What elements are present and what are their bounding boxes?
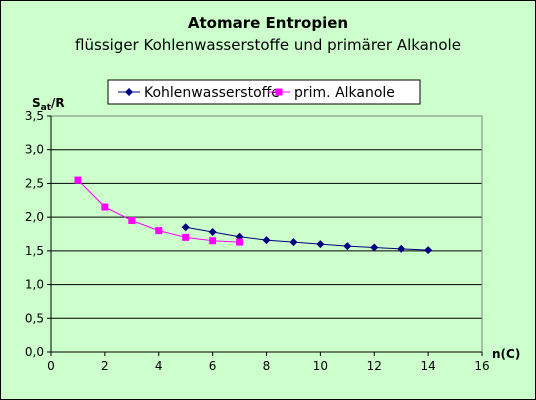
tick-labels: 0,0 0,5 1,0 1,5 2,0 2,5 3,0 3,5 0 2 4 6 8 10 12 14 16 — [25, 109, 490, 373]
chart-subtitle: flüssiger Kohlenwasserstoffe und primäre… — [75, 36, 461, 54]
x-axis-label: n(C) — [492, 347, 520, 361]
legend-label: prim. Alkanole — [294, 85, 395, 101]
legend: Kohlenwasserstoffe prim. Alkanole — [107, 79, 421, 105]
legend-item-kohlenwasserstoffe: Kohlenwasserstoffe — [118, 85, 280, 101]
data-point-kohlenwasserstoffe — [424, 246, 433, 255]
data-point-kohlenwasserstoffe — [343, 242, 352, 251]
y-tick-label: 3,5 — [25, 109, 44, 123]
y-tick-label: 1,5 — [25, 244, 44, 258]
data-point-prim-alkanole — [236, 238, 244, 246]
data-point-prim-alkanole — [74, 176, 82, 184]
data-point-kohlenwasserstoffe — [181, 223, 190, 232]
axes — [47, 115, 483, 356]
data-point-kohlenwasserstoffe — [262, 236, 271, 245]
data-point-kohlenwasserstoffe — [316, 240, 325, 249]
x-tick-label: 8 — [263, 359, 271, 373]
data-point-kohlenwasserstoffe — [289, 238, 298, 247]
x-tick-label: 12 — [367, 359, 382, 373]
x-tick-label: 2 — [101, 359, 109, 373]
data-point-kohlenwasserstoffe — [208, 227, 217, 236]
y-tick-label: 0,5 — [25, 311, 44, 325]
y-tick-label: 2,0 — [25, 210, 44, 224]
legend-box — [107, 79, 421, 105]
y-axis-label: Sat/R — [32, 96, 65, 113]
legend-swatch-marker — [125, 88, 133, 96]
grid-lines — [51, 115, 482, 319]
y-tick-label: 1,0 — [25, 278, 44, 292]
y-tick-label: 2,5 — [25, 176, 44, 190]
legend-label: Kohlenwasserstoffe — [144, 85, 280, 101]
legend-swatch-marker — [275, 88, 283, 96]
series-line-kohlenwasserstoffe — [185, 226, 429, 251]
chart-title: Atomare Entropien — [188, 14, 348, 32]
x-tick-label: 16 — [474, 359, 489, 373]
x-tick-label: 4 — [155, 359, 163, 373]
data-point-prim-alkanole — [155, 227, 163, 235]
y-tick-label: 3,0 — [25, 143, 44, 157]
data-point-prim-alkanole — [182, 233, 190, 241]
data-point-prim-alkanole — [128, 217, 136, 225]
x-tick-label: 6 — [209, 359, 217, 373]
x-tick-label: 0 — [47, 359, 55, 373]
series-layer — [74, 176, 433, 255]
data-point-prim-alkanole — [101, 203, 109, 211]
x-tick-label: 14 — [420, 359, 435, 373]
legend-item-prim-alkanole: prim. Alkanole — [268, 85, 395, 101]
x-tick-label: 10 — [313, 359, 328, 373]
data-point-prim-alkanole — [209, 237, 217, 245]
plot-area — [50, 115, 483, 353]
series-prim-alkanole — [74, 176, 244, 246]
series-kohlenwasserstoffe — [181, 223, 433, 255]
data-point-kohlenwasserstoffe — [397, 244, 406, 253]
y-tick-label: 0,0 — [25, 345, 44, 359]
data-point-kohlenwasserstoffe — [370, 243, 379, 252]
